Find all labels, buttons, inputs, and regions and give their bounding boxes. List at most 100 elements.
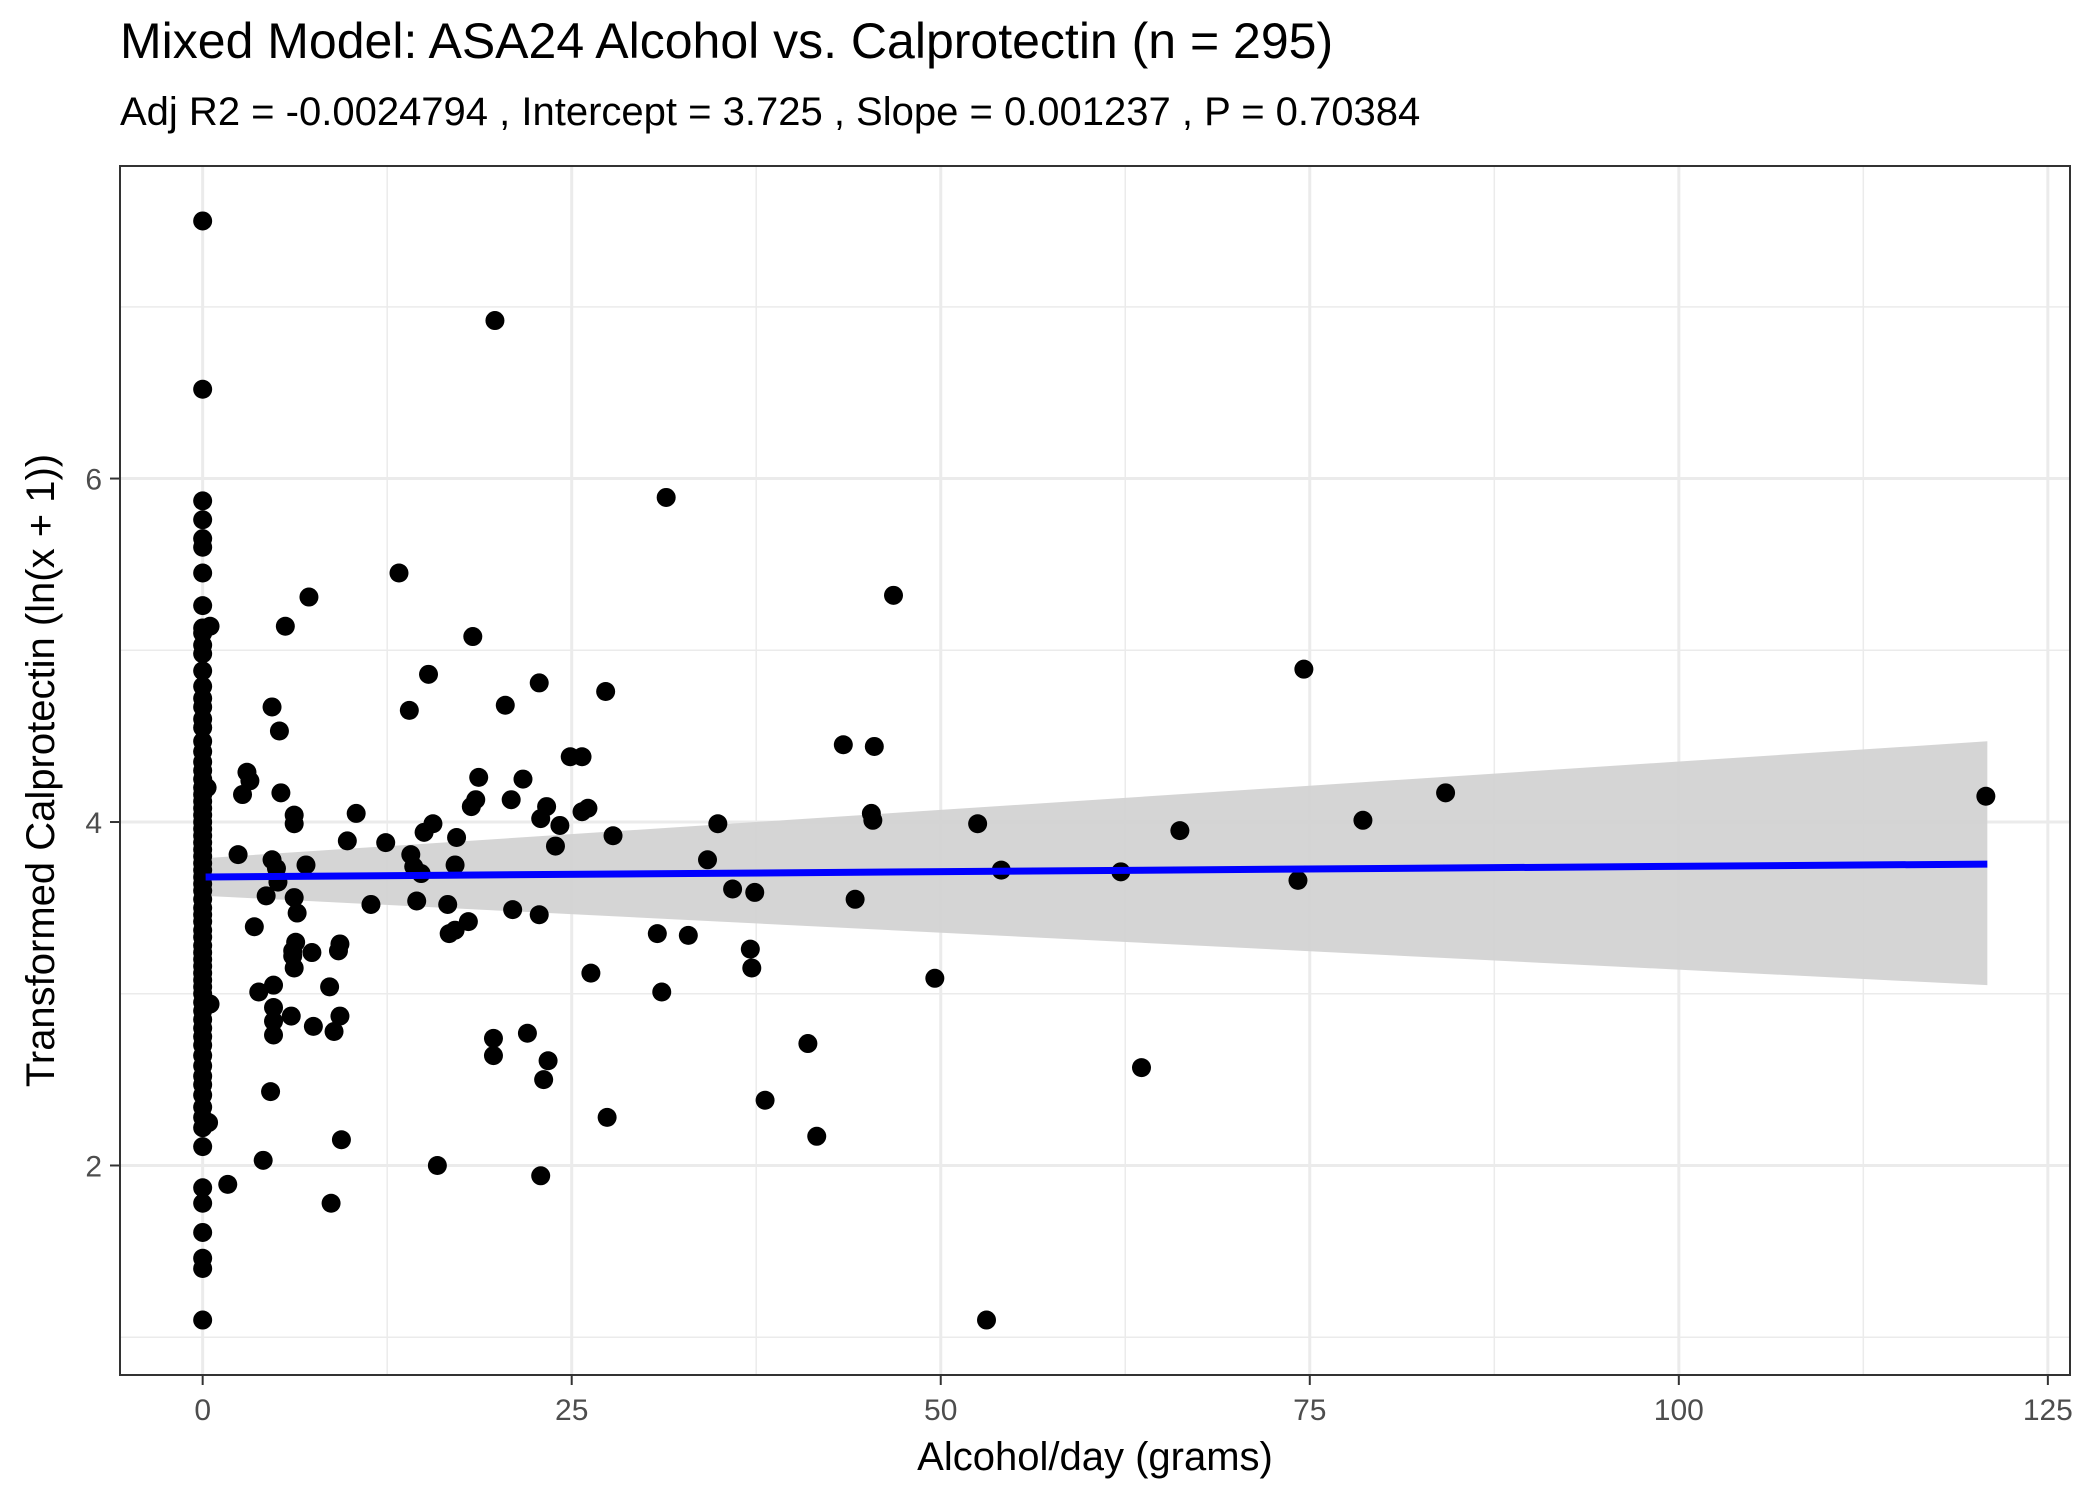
data-point	[281, 1006, 301, 1026]
data-point	[287, 903, 307, 923]
data-point	[193, 1193, 213, 1213]
data-point	[321, 1193, 341, 1213]
panel-border	[119, 165, 2071, 1376]
data-point	[531, 1166, 551, 1186]
data-point	[597, 1107, 617, 1127]
data-point	[193, 1222, 213, 1242]
data-point	[545, 836, 565, 856]
data-point	[302, 943, 322, 963]
data-point	[537, 797, 557, 817]
data-point	[578, 798, 598, 818]
data-point	[296, 855, 316, 875]
data-point	[284, 958, 304, 978]
data-point	[320, 977, 340, 997]
data-point	[244, 917, 264, 937]
data-point	[346, 803, 366, 823]
data-point	[483, 1028, 503, 1048]
data-point	[742, 958, 762, 978]
data-point	[647, 924, 667, 944]
data-point	[807, 1126, 827, 1146]
data-point	[603, 826, 623, 846]
data-point	[299, 587, 319, 607]
data-point	[755, 1090, 775, 1110]
data-point	[200, 616, 220, 636]
data-point	[427, 1155, 447, 1175]
data-point	[324, 1022, 344, 1042]
data-point	[240, 771, 260, 791]
data-point	[833, 735, 853, 755]
data-point	[193, 491, 213, 511]
data-point	[740, 939, 760, 959]
x-tick-label: 0	[194, 1394, 211, 1427]
data-point	[193, 596, 213, 616]
data-point	[572, 747, 592, 767]
data-point	[193, 644, 213, 664]
data-point	[337, 831, 357, 851]
data-point	[1353, 810, 1373, 830]
data-point	[193, 211, 213, 231]
data-point	[389, 563, 409, 583]
data-point	[193, 1137, 213, 1157]
data-point	[331, 1130, 351, 1150]
data-point	[228, 845, 248, 865]
data-point	[423, 814, 443, 834]
data-point	[218, 1174, 238, 1194]
data-point	[1131, 1058, 1151, 1078]
x-axis: 0 25 50 75 100 125	[194, 1375, 2073, 1427]
data-point	[977, 1310, 997, 1330]
data-point	[193, 661, 213, 681]
data-point	[262, 697, 282, 717]
data-point	[249, 982, 269, 1002]
data-point	[469, 767, 489, 787]
chart-subtitle: Adj R2 = -0.0024794 , Intercept = 3.725 …	[120, 90, 1421, 134]
data-point	[529, 673, 549, 693]
data-point	[845, 889, 865, 909]
x-tick-label: 50	[924, 1394, 957, 1427]
data-point	[193, 718, 213, 738]
data-point	[200, 994, 220, 1014]
data-point	[193, 510, 213, 530]
data-points	[193, 211, 1996, 1330]
data-point	[193, 1178, 213, 1198]
data-point	[925, 968, 945, 988]
data-point	[438, 894, 458, 914]
data-point	[284, 888, 304, 908]
data-point	[968, 814, 988, 834]
data-point	[458, 912, 478, 932]
data-point	[264, 1025, 284, 1045]
data-point	[503, 900, 523, 920]
data-point	[197, 778, 217, 798]
x-tick-label: 125	[2023, 1394, 2073, 1427]
data-point	[678, 925, 698, 945]
data-point	[193, 563, 213, 583]
data-point	[798, 1034, 818, 1054]
data-point	[485, 311, 505, 331]
x-tick-label: 100	[1654, 1394, 1704, 1427]
data-point	[399, 700, 419, 720]
x-axis-title: Alcohol/day (grams)	[917, 1435, 1273, 1479]
data-point	[884, 585, 904, 605]
data-point	[253, 1150, 273, 1170]
data-point	[199, 1113, 219, 1133]
data-point	[361, 894, 381, 914]
data-point	[264, 1011, 284, 1031]
data-point	[193, 1259, 213, 1279]
data-point	[193, 537, 213, 557]
data-point	[284, 814, 304, 834]
data-point	[271, 783, 291, 803]
y-tick-label: 4	[85, 807, 102, 840]
y-tick-label: 2	[85, 1150, 102, 1183]
data-point	[447, 827, 467, 847]
data-point	[419, 664, 439, 684]
data-point	[376, 833, 396, 853]
data-point	[466, 790, 486, 810]
data-point	[193, 379, 213, 399]
data-point	[330, 1006, 350, 1026]
data-point	[863, 810, 883, 830]
data-point	[652, 982, 672, 1002]
data-point	[264, 997, 284, 1017]
data-point	[864, 736, 884, 756]
data-point	[1976, 786, 1996, 806]
data-point	[407, 891, 427, 911]
y-tick-label: 6	[85, 464, 102, 497]
